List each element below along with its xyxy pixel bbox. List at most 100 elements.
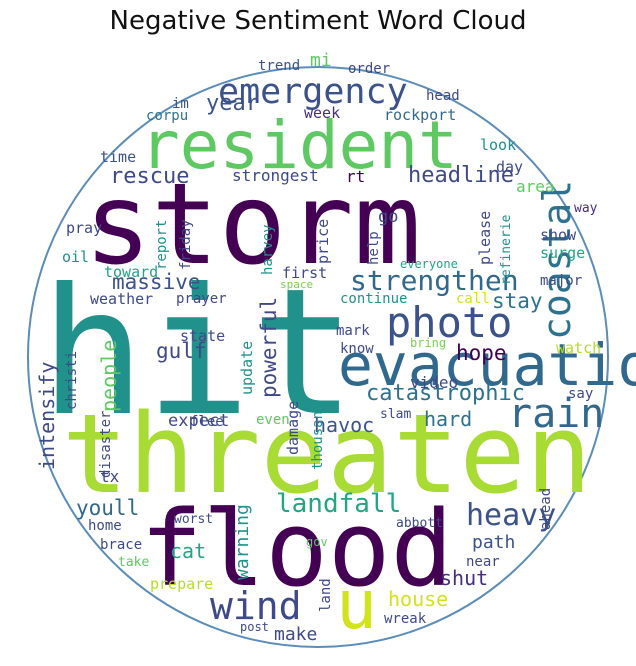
word-disaster: disaster (98, 411, 114, 478)
word-rt: rt (346, 167, 365, 186)
word-emergency: emergency (218, 72, 408, 112)
word-harvey: harvey (260, 224, 276, 275)
word-damage: damage (284, 401, 302, 455)
word-prayer: prayer (176, 291, 227, 307)
word-hit: hit (40, 252, 356, 455)
word-landfall: landfall (276, 489, 401, 519)
word-video: video (410, 373, 458, 392)
word-warning: warning (232, 504, 253, 580)
word-continue: continue (340, 291, 407, 307)
word-headline: headline (408, 163, 514, 188)
word-wreak: wreak (384, 611, 427, 627)
word-weather: weather (90, 290, 153, 308)
word-time: time (100, 148, 136, 166)
word-take: take (118, 555, 149, 570)
word-near: near (466, 554, 500, 570)
word-toward: toward (104, 263, 158, 281)
word-youll: youll (76, 496, 139, 520)
word-please: please (476, 211, 494, 265)
word-path: path (472, 532, 515, 553)
word-way: way (574, 201, 598, 216)
word-area: area (516, 177, 555, 196)
word-corpu: corpu (146, 108, 188, 124)
word-flee: flee (190, 414, 224, 430)
word-rain: rain (508, 391, 604, 437)
word-storm: storm (84, 160, 421, 290)
word-week: week (304, 104, 340, 122)
word-first: first (282, 264, 327, 282)
word-coastal: coastal (535, 180, 579, 340)
word-im: im (172, 96, 189, 112)
word-mi: mi (310, 50, 332, 71)
chart-title: Negative Sentiment Word Cloud (109, 6, 527, 36)
word-flood: flood (140, 488, 453, 610)
word-u: u (336, 566, 377, 645)
word-home: home (88, 518, 122, 534)
word-say: say (568, 386, 593, 402)
word-powerful: powerful (257, 297, 281, 398)
word-report: report (154, 219, 170, 270)
word-threaten: threaten (62, 390, 592, 518)
word-wind: wind (210, 584, 302, 628)
word-abbott: abbott (396, 516, 443, 531)
word-hope: hope (456, 341, 507, 365)
word-major: major (540, 273, 582, 289)
word-pray: pray (66, 219, 102, 237)
word-price: price (314, 219, 332, 264)
word-land: land (318, 578, 334, 612)
word-people: people (97, 340, 121, 412)
word-oil: oil (62, 248, 89, 266)
word-ahead: ahead (538, 488, 554, 530)
word-order: order (348, 61, 390, 77)
word-havoc: havoc (314, 413, 374, 437)
word-house: house (388, 587, 448, 611)
word-evacuation: evacuation (338, 331, 636, 399)
word-go: go (378, 207, 398, 227)
word-strengthen: strengthen (350, 264, 519, 297)
word-refinerie: refinerie (499, 214, 514, 285)
word-know: know (340, 341, 374, 357)
word-call: call (456, 291, 490, 307)
word-catastrophic: catastrophic (366, 381, 525, 406)
word-friday: friday (178, 219, 194, 270)
word-bring: bring (410, 336, 446, 350)
word-surge: surge (540, 244, 585, 262)
word-trend: trend (258, 58, 300, 74)
word-space: space (280, 278, 313, 291)
word-show: show (540, 226, 577, 244)
word-state: state (180, 327, 225, 345)
word-resident: resident (140, 107, 458, 184)
word-post: post (240, 620, 269, 634)
word-mark: mark (336, 323, 370, 339)
word-year: year (206, 91, 259, 116)
word-head: head (426, 88, 460, 104)
word-thousand: thousand (310, 403, 326, 470)
word-strongest: strongest (232, 166, 319, 185)
word-photo: photo (386, 298, 512, 347)
word-help: help (366, 231, 382, 265)
word-day: day (496, 158, 523, 176)
word-expect: expect (168, 411, 229, 431)
word-slam: slam (380, 407, 411, 422)
word-massive: massive (112, 270, 201, 294)
word-intensify: intensify (35, 362, 59, 470)
word-heavy: heavy (466, 498, 556, 533)
word-look: look (480, 136, 516, 154)
word-gov: gov (306, 535, 328, 549)
word-prepare: prepare (150, 575, 213, 593)
word-cat: cat (170, 539, 206, 563)
word-tx: tx (100, 467, 120, 486)
word-stay: stay (492, 289, 543, 313)
word-hard: hard (424, 407, 472, 431)
cloud-border (27, 66, 609, 648)
word-make: make (274, 624, 317, 645)
word-watch: watch (556, 339, 601, 357)
word-gulf: gulf (156, 339, 207, 363)
word-even: even (256, 412, 290, 428)
word-rescue: rescue (110, 164, 189, 189)
word-update: update (238, 341, 256, 395)
word-everyone: everyone (400, 257, 458, 271)
word-brace: brace (100, 537, 142, 553)
